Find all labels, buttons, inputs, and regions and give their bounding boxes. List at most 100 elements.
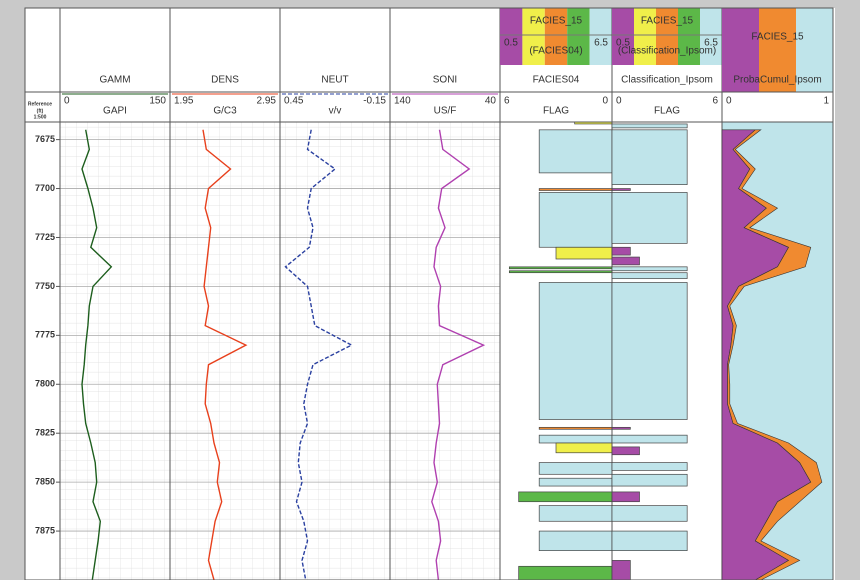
depth-scale: 1:500 xyxy=(34,114,47,120)
facies-block xyxy=(611,246,631,256)
facies-block xyxy=(538,462,613,475)
depth-tick-label: 7700 xyxy=(35,183,55,193)
strip-max: 6.5 xyxy=(704,38,718,49)
scale-min: 140 xyxy=(394,96,411,107)
scale-max: 1 xyxy=(823,96,829,107)
log-curve xyxy=(81,129,113,580)
strip-title: FACIES_15 xyxy=(641,16,694,27)
unit: GAPI xyxy=(103,106,127,117)
strip-segment xyxy=(700,8,722,65)
facies-block xyxy=(538,530,613,551)
facies-block xyxy=(611,491,640,503)
facies-block xyxy=(611,462,688,471)
track-name: GAMM xyxy=(99,75,130,86)
facies-block xyxy=(538,129,613,174)
track-grid xyxy=(60,122,170,580)
track-grid xyxy=(390,122,500,580)
strip-max: 6.5 xyxy=(594,38,608,49)
strip-segment xyxy=(544,8,568,65)
panel-border xyxy=(24,7,834,580)
facies-block xyxy=(611,129,688,185)
strip-source: (Classification_Ipsom) xyxy=(618,46,716,57)
track-grid xyxy=(280,122,390,580)
facies-block xyxy=(538,477,613,487)
scale-min: 6 xyxy=(504,96,510,107)
strip-source: (FACIES04) xyxy=(529,46,582,57)
track-name: Classification_Ipsom xyxy=(621,75,713,86)
probability-area xyxy=(727,129,823,580)
scale-max: 40 xyxy=(485,96,497,107)
log-curve xyxy=(202,129,248,580)
strip-segment xyxy=(796,8,833,92)
facies-block xyxy=(611,473,688,487)
facies-block xyxy=(611,256,640,266)
track-name: DENS xyxy=(211,75,239,86)
strip-title: FACIES_15 xyxy=(751,32,804,43)
facies-block xyxy=(508,266,613,270)
facies-block xyxy=(611,446,640,456)
strip-segment xyxy=(567,8,590,65)
strip-segment xyxy=(522,8,545,65)
facies-block xyxy=(611,266,688,272)
unit: G/C3 xyxy=(213,106,237,117)
strip-segment xyxy=(759,8,796,92)
strip-segment xyxy=(678,8,700,65)
unit: FLAG xyxy=(654,106,680,117)
facies-block xyxy=(538,188,613,191)
facies-block xyxy=(611,188,631,191)
scale-max: 6 xyxy=(712,96,718,107)
depth-tick-label: 7775 xyxy=(35,330,55,340)
log-curve xyxy=(284,129,354,580)
facies-block xyxy=(538,434,613,444)
strip-min: 0.5 xyxy=(616,38,630,49)
facies-block xyxy=(538,426,613,430)
scale-max: -0.15 xyxy=(363,96,386,107)
track-name: ProbaCumul_Ipsom xyxy=(733,75,821,86)
strip-segment xyxy=(589,8,612,65)
depth-tick-label: 7750 xyxy=(35,281,55,291)
scale-min: 0.45 xyxy=(284,96,304,107)
facies-block xyxy=(611,192,688,244)
strip-segment xyxy=(612,8,634,65)
strip-segment xyxy=(500,8,523,65)
scale-max: 2.95 xyxy=(257,96,277,107)
facies-block xyxy=(538,282,613,420)
scale-min: 0 xyxy=(726,96,732,107)
facies-block xyxy=(611,123,688,129)
facies-block xyxy=(611,426,631,430)
track-name: FACIES04 xyxy=(533,75,580,86)
track-grid xyxy=(170,122,280,580)
log-curve xyxy=(431,129,486,580)
scale-max: 0 xyxy=(602,96,608,107)
facies-block xyxy=(508,270,613,274)
depth-tick-label: 7850 xyxy=(35,477,55,487)
depth-unit: (ft) xyxy=(37,108,44,114)
facies-block xyxy=(538,505,613,522)
facies-block xyxy=(518,565,613,580)
unit: FLAG xyxy=(543,106,569,117)
unit: v/v xyxy=(329,106,342,117)
depth-tick-label: 7800 xyxy=(35,379,55,389)
facies-block xyxy=(555,442,613,454)
facies-block xyxy=(611,272,688,279)
facies-block xyxy=(611,282,688,420)
strip-title: FACIES_15 xyxy=(530,16,583,27)
facies-block xyxy=(611,560,631,580)
scale-max: 150 xyxy=(149,96,166,107)
strip-segment xyxy=(722,8,759,92)
scale-min: 0 xyxy=(64,96,70,107)
depth-tick-label: 7875 xyxy=(35,525,55,535)
reference-label: Reference xyxy=(28,101,52,107)
strip-segment xyxy=(634,8,656,65)
strip-min: 0.5 xyxy=(504,38,518,49)
facies-block xyxy=(538,192,613,248)
facies-block xyxy=(611,530,688,551)
facies-block xyxy=(611,434,688,444)
facies-block xyxy=(518,491,613,503)
depth-tick-label: 7725 xyxy=(35,232,55,242)
facies-block xyxy=(611,505,688,522)
depth-tick-label: 7675 xyxy=(35,134,55,144)
unit: US/F xyxy=(434,106,457,117)
scale-min: 0 xyxy=(616,96,622,107)
